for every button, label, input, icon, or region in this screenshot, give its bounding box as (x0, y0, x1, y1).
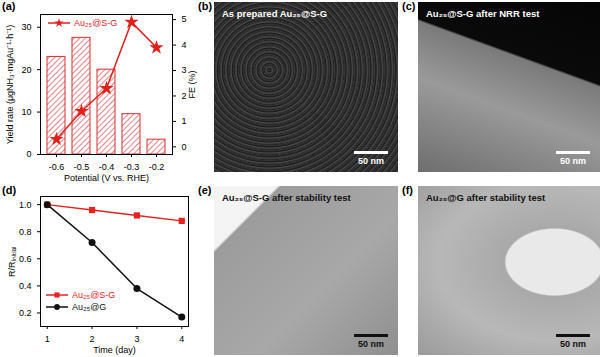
svg-text:-0.5: -0.5 (74, 162, 90, 172)
svg-text:3: 3 (182, 65, 187, 75)
svg-text:2: 2 (90, 334, 95, 344)
svg-text:0.8: 0.8 (19, 227, 32, 237)
svg-text:Time (day): Time (day) (93, 345, 136, 355)
html-text:(e): (e) (198, 184, 212, 196)
svg-text:Potential (V vs. RHE): Potential (V vs. RHE) (64, 173, 149, 183)
svg-text:0: 0 (182, 142, 187, 152)
svg-text:2: 2 (182, 91, 187, 101)
svg-text:4: 4 (179, 334, 184, 344)
svg-text:R/Rᵢₙᵢₜᵢₐₗ: R/Rᵢₙᵢₜᵢₐₗ (7, 246, 17, 277)
svg-text:FE (%): FE (%) (187, 70, 197, 98)
svg-text:0.4: 0.4 (19, 281, 32, 291)
html-text:50 nm: 50 nm (560, 156, 586, 166)
html-text:Au₂₅@S-G: Au₂₅@S-G (72, 290, 116, 300)
svg-text:10: 10 (21, 107, 31, 117)
svg-text:0.2: 0.2 (19, 308, 32, 318)
svg-text:-0.6: -0.6 (49, 162, 65, 172)
html-text:(f): (f) (402, 184, 413, 196)
html-text:50 nm: 50 nm (358, 156, 384, 166)
svg-text:1: 1 (182, 116, 187, 126)
svg-text:-0.3: -0.3 (124, 162, 140, 172)
svg-text:1: 1 (45, 334, 50, 344)
html-text:Au₂₅@G after stability test: Au₂₅@G after stability test (426, 192, 546, 203)
html-text:Au₂₅@S-G: Au₂₅@S-G (74, 18, 118, 28)
svg-text:Yield rate (μgNH₃·mgAu⁻¹·h⁻¹): Yield rate (μgNH₃·mgAu⁻¹·h⁻¹) (5, 25, 15, 145)
svg-text:20: 20 (21, 65, 31, 75)
html-text:50 nm: 50 nm (560, 339, 586, 349)
html-text:(a): (a) (2, 0, 16, 12)
svg-text:0: 0 (26, 149, 31, 159)
svg-text:30: 30 (21, 22, 31, 32)
svg-text:1.0: 1.0 (19, 200, 32, 210)
svg-text:4: 4 (182, 40, 187, 50)
html-text:Au₂₅@S-G after NRR test: Au₂₅@S-G after NRR test (426, 8, 540, 19)
html-text:Au₂₅@G: Au₂₅@G (72, 302, 107, 312)
html-text:(b): (b) (198, 0, 212, 12)
html-text:(d): (d) (2, 184, 16, 196)
svg-text:5: 5 (182, 14, 187, 24)
html-text:Au₂₅@S-G after stability test: Au₂₅@S-G after stability test (222, 192, 351, 203)
svg-text:0.6: 0.6 (19, 254, 32, 264)
svg-text:-0.2: -0.2 (149, 162, 165, 172)
html-text:As prepared Au₂₅@S-G: As prepared Au₂₅@S-G (222, 8, 328, 19)
html-text:50 nm: 50 nm (358, 339, 384, 349)
svg-text:-0.4: -0.4 (99, 162, 115, 172)
html-text:(c): (c) (402, 0, 416, 12)
svg-text:3: 3 (134, 334, 139, 344)
